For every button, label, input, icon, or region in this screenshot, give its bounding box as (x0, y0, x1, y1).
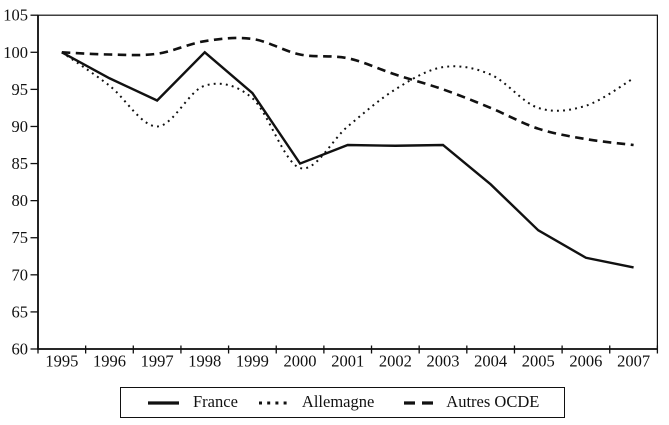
x-tick-label: 2003 (426, 352, 459, 371)
x-tick-label: 1998 (188, 352, 221, 371)
legend-item-france: France (147, 394, 238, 411)
series-lines (61, 36, 635, 269)
y-tick-label: 85 (12, 154, 29, 173)
x-tick-label: 2002 (379, 352, 412, 371)
dashed-line-icon (404, 400, 434, 405)
legend-label-autres-ocde: Autres OCDE (446, 392, 540, 412)
y-tick-label: 60 (12, 340, 29, 359)
x-tick-label: 2007 (617, 352, 650, 371)
plot-area-border (37, 14, 659, 350)
y-tick-label: 65 (12, 302, 29, 321)
x-tick-label: 2004 (474, 352, 507, 371)
x-tick-label: 2006 (569, 352, 602, 371)
legend-label-france: France (193, 392, 238, 412)
y-tick-label: 100 (3, 43, 28, 62)
series-line-autres-ocde (61, 36, 634, 147)
x-tick-label: 1997 (141, 352, 174, 371)
x-axis: 1995 1996 1997 1998 1999 2000 2001 2002 2003 2004… (37, 345, 659, 371)
y-tick-label: 95 (12, 80, 29, 99)
legend-item-autres-ocde: Autres OCDE (403, 394, 539, 411)
x-tick-label: 1995 (45, 352, 78, 371)
dotted-line-icon (258, 401, 289, 404)
x-tick-label: 1999 (236, 352, 269, 371)
y-tick-label: 75 (12, 228, 29, 247)
y-tick-label: 105 (3, 6, 28, 25)
y-tick-label: 80 (12, 191, 29, 210)
x-tick-label: 1996 (93, 352, 126, 371)
y-axis: 60 65 70 75 80 85 90 95 100 105 (3, 6, 38, 359)
solid-line-icon (148, 400, 179, 405)
x-tick-label: 2005 (522, 352, 555, 371)
legend-item-allemagne: Allemagne (258, 394, 374, 411)
y-tick-label: 70 (12, 265, 29, 284)
x-tick-label: 2000 (284, 352, 317, 371)
legend: France Allemagne Autres OCDE (120, 387, 565, 418)
x-tick-label: 2001 (331, 352, 364, 371)
y-tick-label: 90 (12, 117, 29, 136)
series-line-france (61, 50, 634, 269)
series-line-allemagne (61, 51, 635, 170)
legend-label-allemagne: Allemagne (301, 392, 375, 412)
